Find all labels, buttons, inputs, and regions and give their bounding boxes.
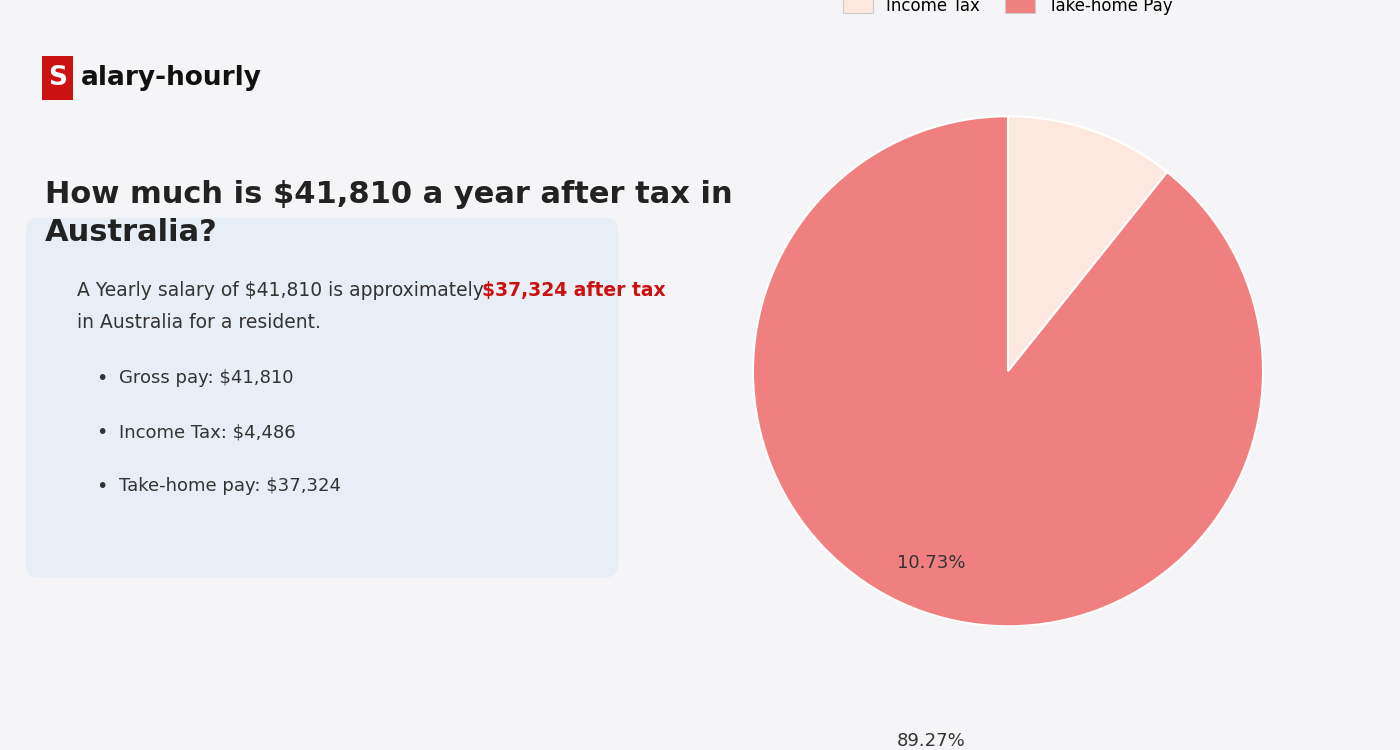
Text: in Australia for a resident.: in Australia for a resident.: [77, 313, 321, 332]
FancyBboxPatch shape: [25, 217, 619, 578]
Text: 89.27%: 89.27%: [897, 732, 966, 750]
Text: How much is $41,810 a year after tax in
Australia?: How much is $41,810 a year after tax in …: [45, 180, 732, 248]
Text: 10.73%: 10.73%: [897, 554, 966, 572]
Text: Income Tax: $4,486: Income Tax: $4,486: [119, 423, 295, 441]
Text: •: •: [97, 477, 108, 496]
Wedge shape: [753, 116, 1263, 626]
Text: alary-hourly: alary-hourly: [81, 65, 262, 91]
FancyBboxPatch shape: [42, 56, 73, 100]
Text: •: •: [97, 423, 108, 442]
Text: Gross pay: $41,810: Gross pay: $41,810: [119, 369, 294, 387]
Text: S: S: [48, 65, 67, 91]
Text: $37,324 after tax: $37,324 after tax: [482, 281, 665, 300]
Legend: Income Tax, Take-home Pay: Income Tax, Take-home Pay: [836, 0, 1180, 22]
Wedge shape: [1008, 116, 1168, 371]
Text: Take-home pay: $37,324: Take-home pay: $37,324: [119, 477, 342, 495]
Text: •: •: [97, 369, 108, 388]
Text: A Yearly salary of $41,810 is approximately: A Yearly salary of $41,810 is approximat…: [77, 281, 490, 300]
